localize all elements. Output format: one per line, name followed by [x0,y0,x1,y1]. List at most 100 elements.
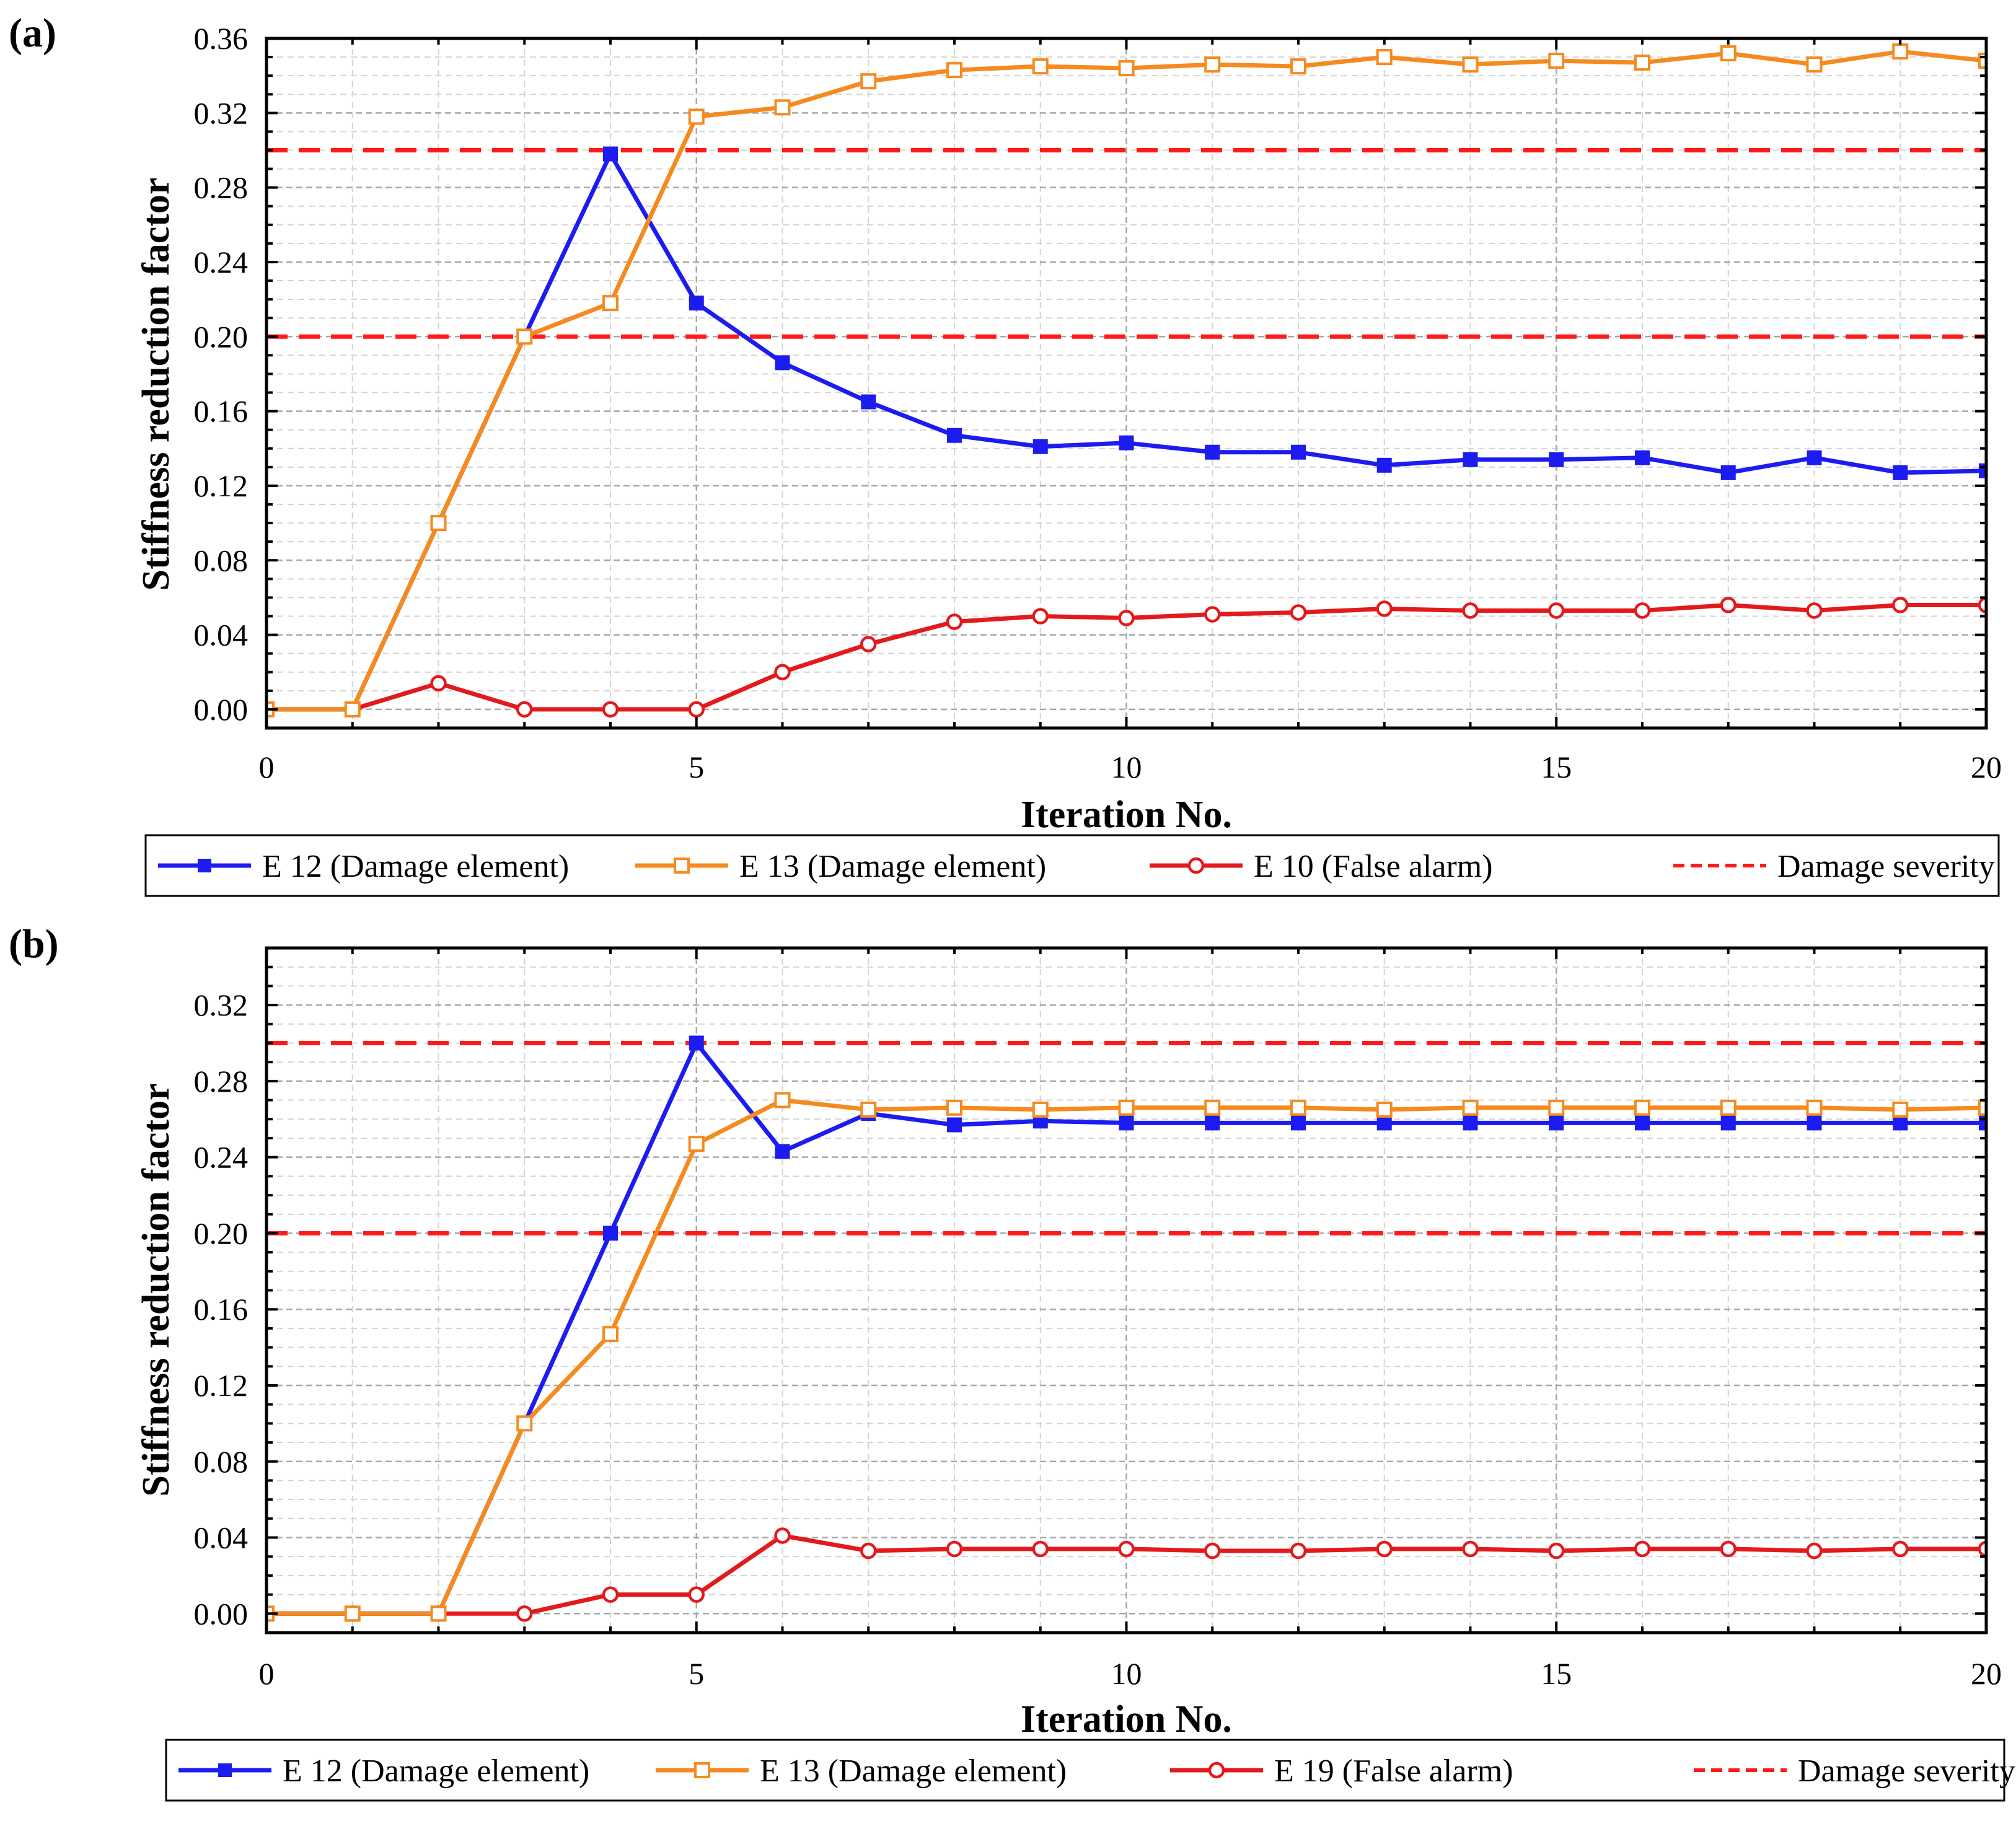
data-point [1376,1540,1393,1558]
data-point [430,675,447,692]
data-point [860,1542,877,1560]
y-tick-label: 0.20 [194,1216,249,1250]
data-point [516,1415,533,1432]
y-tick-label: 0.28 [194,170,249,205]
data-point [1720,45,1736,62]
data-point [860,636,877,652]
data-point [946,1540,963,1558]
data-point [602,1586,619,1603]
y-tick-label: 0.08 [194,1444,249,1479]
data-point [1376,600,1393,617]
legend-label: Damage severity [1777,849,1995,884]
data-point [1462,602,1479,619]
legend-item: Damage severity [1673,849,1995,884]
y-tick-label: 0.04 [194,1520,249,1555]
data-point [1549,452,1564,467]
data-point [1548,602,1565,619]
legend-label: E 13 (Damage element) [739,849,1046,884]
legend-marker [674,858,690,874]
data-point [1548,1542,1565,1560]
legend-marker [1208,1762,1225,1779]
data-point [1290,604,1307,621]
data-point [947,428,962,443]
data-point [1978,1540,1986,1558]
data-point [1720,1099,1736,1116]
data-point [861,394,876,410]
data-point [344,701,361,717]
data-point [1463,1115,1478,1131]
damage-severity-lines [266,1040,1986,1235]
data-point [1032,608,1049,625]
x-tick-label: 0 [259,1656,275,1691]
data-point [1978,1099,1986,1116]
data-point [1462,1099,1479,1116]
ticks [265,947,1987,1633]
data-point [1376,1115,1392,1131]
y-tick-label: 0.32 [194,95,249,130]
damage-severity-lines [266,147,1986,339]
data-point [1462,56,1479,73]
data-point [688,1136,705,1152]
data-point [1204,1099,1221,1116]
data-point [860,73,877,90]
y-tick-label: 0.12 [194,468,249,503]
data-point [1205,1115,1220,1131]
data-point [1634,55,1650,71]
panel-label: (b) [9,921,59,967]
data-point [1463,452,1478,467]
data-point [516,701,533,718]
data-point [1376,1101,1393,1118]
data-point [1979,463,1986,478]
data-point [603,1226,618,1241]
data-point [1462,1540,1479,1558]
data-point [1376,457,1392,473]
data-point [946,613,963,630]
data-point [860,1101,877,1118]
y-tick-label: 0.24 [194,245,249,279]
data-point [946,62,962,79]
x-tick-label: 20 [1971,750,2002,784]
y-tick-label: 0.08 [194,543,249,577]
data-point [1118,60,1135,77]
data-point [1978,53,1986,69]
y-tick-label: 0.20 [194,319,249,354]
data-point [1807,450,1822,465]
data-point [1119,435,1134,450]
data-point [1032,58,1049,75]
series-e-12 [266,146,1986,717]
legend-marker [1187,857,1205,874]
data-point [430,515,447,532]
data-point [1634,1099,1650,1116]
data-point [1806,56,1823,73]
y-axis-title: Stiffness reduction factor [135,178,177,591]
data-point [688,1586,705,1603]
data-point [1635,450,1650,465]
data-point [1892,1540,1909,1558]
data-point [1548,53,1565,69]
data-point [1634,1540,1651,1558]
data-point [1806,1099,1823,1116]
data-point [1978,597,1986,613]
grid [266,947,1986,1633]
y-tick-label: 0.32 [194,988,249,1022]
data-point [1290,1099,1306,1116]
data-point [1720,1540,1736,1558]
legend-label: E 12 (Damage element) [262,849,569,884]
data-point [1549,1115,1564,1131]
y-tick-label: 0.00 [194,1596,249,1631]
ticks [265,37,1987,728]
data-point [774,664,791,681]
panel-label: (a) [9,11,56,56]
data-point [775,355,790,371]
chart-panel-b: 0.00 0.04 0.08 0.12 0.16 0.20 0.24 0.28 0.32 0 5 10… [9,921,2015,1802]
data-point [1720,597,1736,613]
data-point [689,296,704,311]
data-point [1806,1542,1823,1560]
data-point [688,108,705,125]
x-tick-label: 15 [1541,750,1572,784]
legend-label: E 13 (Damage element) [760,1753,1067,1789]
legend-item: E 13 (Damage element) [635,849,1046,884]
legend-label: E 12 (Damage element) [283,1753,589,1789]
data-point [1635,1115,1650,1131]
